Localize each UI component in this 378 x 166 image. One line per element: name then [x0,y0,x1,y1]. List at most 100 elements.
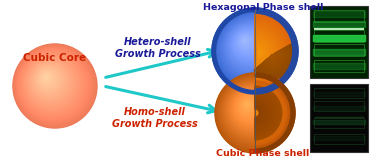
Circle shape [234,92,266,124]
Circle shape [239,35,252,48]
Circle shape [216,12,291,87]
Wedge shape [258,111,261,118]
Circle shape [215,11,293,89]
Circle shape [223,81,282,140]
Text: Cubic Core: Cubic Core [23,53,87,63]
Wedge shape [257,34,275,70]
Circle shape [22,53,83,114]
Circle shape [225,21,276,73]
Circle shape [242,99,255,112]
Circle shape [214,10,294,90]
Circle shape [222,18,281,77]
Wedge shape [260,47,289,72]
Wedge shape [257,110,262,120]
Wedge shape [257,34,275,70]
Circle shape [224,82,282,140]
Circle shape [228,86,275,133]
Wedge shape [256,21,286,82]
Wedge shape [255,44,295,78]
Circle shape [19,50,88,119]
Circle shape [229,25,270,66]
Wedge shape [257,36,273,68]
Circle shape [25,56,78,109]
Circle shape [217,13,290,86]
Circle shape [15,46,93,124]
Wedge shape [255,106,262,120]
Wedge shape [257,33,276,71]
Wedge shape [255,76,292,150]
Wedge shape [258,40,270,64]
Wedge shape [269,53,277,60]
Bar [314,30,364,42]
Wedge shape [255,88,280,138]
Wedge shape [255,8,298,94]
Wedge shape [258,46,265,59]
Bar [314,44,364,56]
Circle shape [225,20,277,73]
Wedge shape [258,113,260,117]
Wedge shape [258,46,291,74]
Circle shape [242,99,256,113]
Circle shape [239,96,259,116]
Circle shape [26,57,76,108]
Circle shape [231,89,270,128]
Circle shape [242,100,254,112]
Wedge shape [257,107,265,122]
Circle shape [23,54,82,113]
Text: Hexagonal Phase shell: Hexagonal Phase shell [203,3,323,12]
Circle shape [41,72,53,84]
Wedge shape [256,26,282,77]
Circle shape [219,15,287,83]
Wedge shape [257,39,271,66]
Wedge shape [257,45,292,75]
Wedge shape [262,49,285,68]
Wedge shape [258,42,268,62]
Circle shape [221,17,282,79]
Wedge shape [256,45,293,77]
Circle shape [35,66,62,93]
Circle shape [243,100,254,111]
Circle shape [40,71,55,86]
Circle shape [30,61,71,102]
Circle shape [242,38,248,44]
Circle shape [238,34,254,50]
Circle shape [19,50,87,118]
Wedge shape [256,91,279,136]
Wedge shape [254,43,296,79]
Wedge shape [256,92,277,135]
Wedge shape [258,47,264,58]
Wedge shape [256,25,282,78]
Circle shape [215,73,295,153]
Circle shape [214,10,294,91]
Circle shape [217,75,293,151]
Circle shape [235,92,266,123]
Circle shape [36,67,61,92]
Circle shape [27,58,74,106]
Circle shape [237,94,262,120]
Circle shape [225,82,280,138]
Wedge shape [255,83,285,143]
Circle shape [31,62,69,100]
Wedge shape [266,51,280,64]
Wedge shape [257,101,270,128]
Circle shape [233,29,263,59]
Circle shape [237,33,256,52]
Circle shape [220,16,285,81]
Circle shape [233,90,268,125]
Circle shape [227,85,277,135]
Wedge shape [271,55,273,56]
Wedge shape [258,44,266,61]
Wedge shape [270,53,276,59]
Circle shape [22,53,84,115]
Circle shape [37,68,59,90]
Circle shape [34,65,64,95]
Wedge shape [256,88,281,139]
Circle shape [32,63,67,98]
Circle shape [226,83,279,136]
Wedge shape [259,48,263,57]
Circle shape [41,72,53,84]
Circle shape [224,20,278,74]
Wedge shape [257,108,264,121]
Wedge shape [255,86,282,140]
Text: Hetero-shell
Growth Process: Hetero-shell Growth Process [115,37,201,59]
